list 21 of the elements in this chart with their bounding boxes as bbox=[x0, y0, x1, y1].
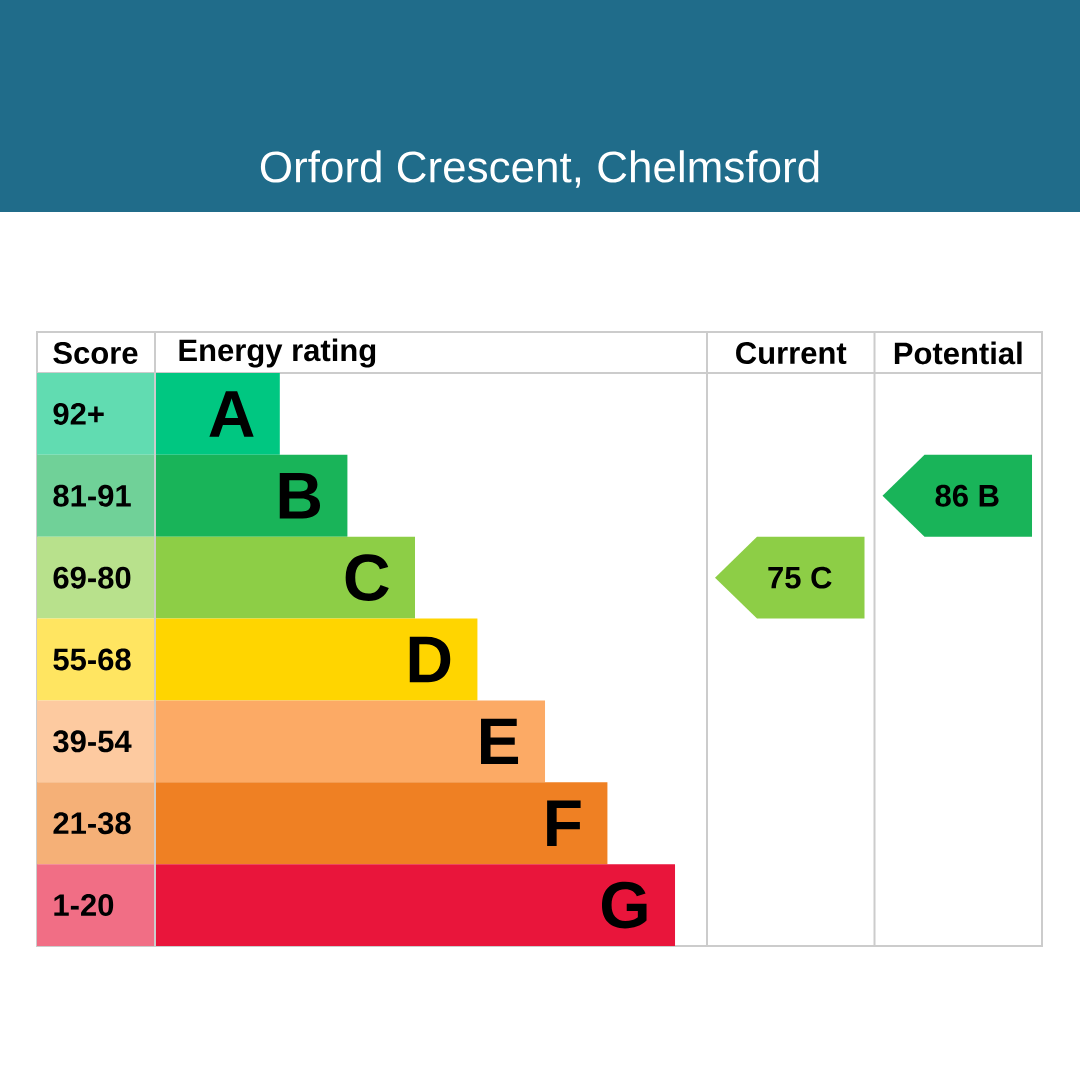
y-tick-label: 1-20 bbox=[54, 894, 114, 917]
y-tick-label: 92+ bbox=[53, 402, 104, 425]
x-axis-title: Energy rating bbox=[179, 338, 376, 368]
annotation: F bbox=[547, 800, 581, 846]
text: Potential bbox=[894, 341, 1022, 365]
y-tick-label: 21-38 bbox=[53, 812, 131, 835]
y-tick-label: 39-54 bbox=[53, 730, 132, 753]
annotation: E bbox=[481, 718, 519, 765]
annotation: C bbox=[345, 554, 389, 602]
annotation: D bbox=[409, 636, 451, 683]
chart-title: Orford Crescent, Chelmsford bbox=[260, 150, 819, 188]
y-tick-label: 81-91 bbox=[53, 484, 131, 507]
annotation: G bbox=[601, 881, 647, 929]
y-axis-title: Score bbox=[53, 342, 138, 364]
annotation: B bbox=[279, 473, 321, 519]
text: 75 C bbox=[768, 566, 832, 589]
y-tick-label: 55-68 bbox=[53, 648, 131, 671]
text: 86 B bbox=[935, 484, 999, 507]
annotation: A bbox=[209, 391, 254, 437]
y-tick-label: 69-80 bbox=[53, 566, 131, 589]
text: Current bbox=[736, 342, 847, 364]
